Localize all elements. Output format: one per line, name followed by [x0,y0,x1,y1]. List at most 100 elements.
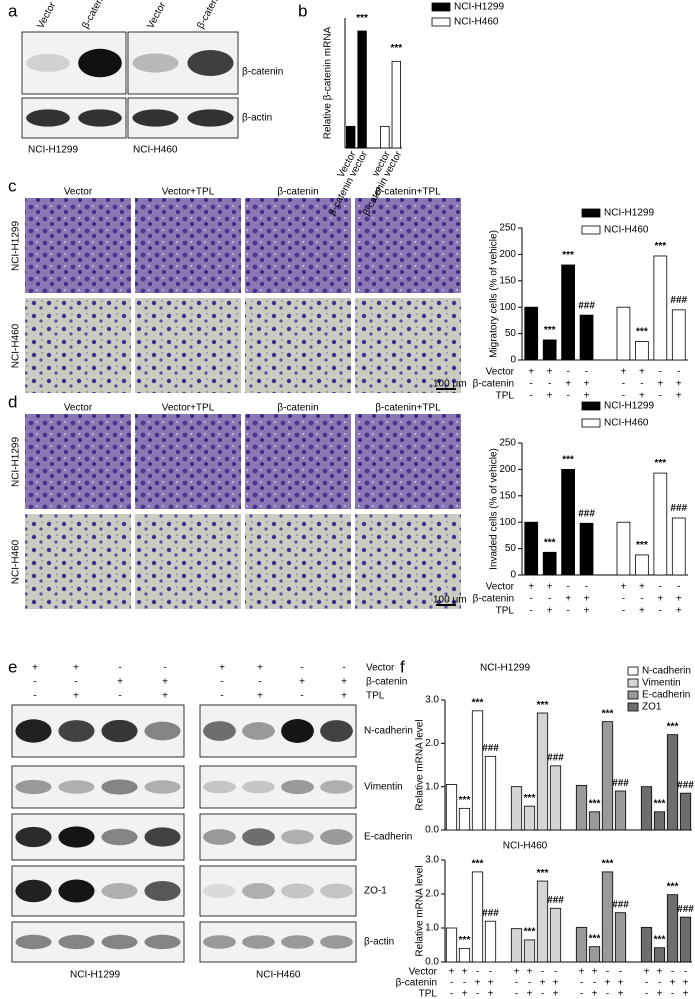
bar [666,734,679,831]
condition-sign: + [528,582,534,593]
legend-label: NCI-H1299 [604,208,654,219]
condition-sign: + [639,582,645,593]
significance-label: *** [537,868,549,879]
bar [524,521,539,576]
significance-label: *** [589,934,601,945]
significance-label: *** [472,698,484,709]
condition-sign: + [644,967,650,978]
legend-label: NCI-H460 [604,225,649,236]
blot-band [78,48,122,78]
condition-sign: - [530,379,533,390]
bar [653,472,668,576]
blot-band [58,934,95,950]
condition-sign: - [606,989,609,999]
blot-band [101,934,138,950]
y-tick-label: 0 [510,355,516,366]
blot-band [144,827,181,847]
y-axis-label: Migratory cells (% of vehicle) [489,230,500,358]
condition-sign: + [514,967,520,978]
blot-band [58,780,95,794]
significance-label: ### [482,908,499,919]
blot-band [320,780,353,794]
bar [542,551,557,576]
bar [524,306,539,361]
condition-label: Vector [409,967,438,978]
condition-sign: - [450,989,453,999]
y-tick-label: 1.0 [425,923,439,934]
y-axis-label: Invaded cells (% of vehicle) [489,448,500,570]
condition-sign: - [33,677,36,688]
bar [614,912,627,963]
blot-band [187,109,234,127]
legend-label: NCI-H460 [454,17,499,28]
y-tick-label: 3.0 [425,695,439,706]
condition-sign: + [547,582,553,593]
condition-sign: + [547,606,553,617]
condition-sign: - [622,606,625,617]
condition-sign: - [74,677,77,688]
condition-sign: + [657,989,663,999]
condition-sign: - [622,379,625,390]
y-tick-label: 150 [499,490,516,501]
condition-sign: + [639,606,645,617]
micrograph [355,414,461,509]
image-column-label: β-catenin+TPL [375,187,441,198]
legend-swatch [627,702,639,712]
legend-swatch [581,225,601,235]
condition-sign: - [684,967,687,978]
significance-label: ### [612,778,629,789]
blot-band [58,879,95,903]
condition-label: β-catenin [366,677,407,688]
condition-sign: - [530,606,533,617]
condition-sign: + [676,594,682,605]
y-tick-label: 0 [510,570,516,581]
significance-label: ### [547,753,564,764]
legend-swatch [431,2,451,12]
bar [471,871,484,963]
condition-sign: + [257,691,263,702]
y-tick-label: 0.0 [425,825,439,836]
bar [391,60,401,149]
panel-label: e [8,657,17,676]
chart-title: NCI-H460 [503,841,548,852]
bar [549,765,562,831]
blot-band [203,780,236,794]
blot-band [320,883,353,899]
condition-sign: + [219,663,225,674]
micrograph [355,298,461,393]
micrograph [135,514,241,609]
condition-sign: + [683,989,689,999]
condition-sign: - [118,663,121,674]
condition-sign: + [584,594,590,605]
blot-band [281,829,314,845]
bar [653,255,668,361]
significance-label: *** [562,250,574,261]
blot-band [26,54,70,72]
condition-sign: + [565,379,571,390]
significance-label: *** [654,241,666,252]
blot-band [132,109,179,127]
condition-sign: - [220,677,223,688]
blot-band [78,109,122,127]
condition-sign: + [584,606,590,617]
condition-sign: + [657,967,663,978]
cell-line-label: NCI-H1299 [70,970,120,981]
blot-band [15,779,52,795]
condition-sign: + [299,677,305,688]
blot-band [15,719,52,743]
significance-label: *** [544,325,556,336]
significance-label: *** [562,455,574,466]
condition-sign: + [475,978,481,989]
significance-label: *** [459,795,471,806]
blot-band [144,780,181,794]
condition-sign: - [566,582,569,593]
blot-band [132,53,179,73]
blot-row-label: ZO-1 [364,886,387,897]
condition-sign: - [640,594,643,605]
panel-label: d [8,392,17,411]
condition-sign: - [645,989,648,999]
micrograph [135,198,241,293]
micrograph [355,198,461,293]
significance-label: ### [670,503,687,514]
condition-sign: - [659,582,662,593]
